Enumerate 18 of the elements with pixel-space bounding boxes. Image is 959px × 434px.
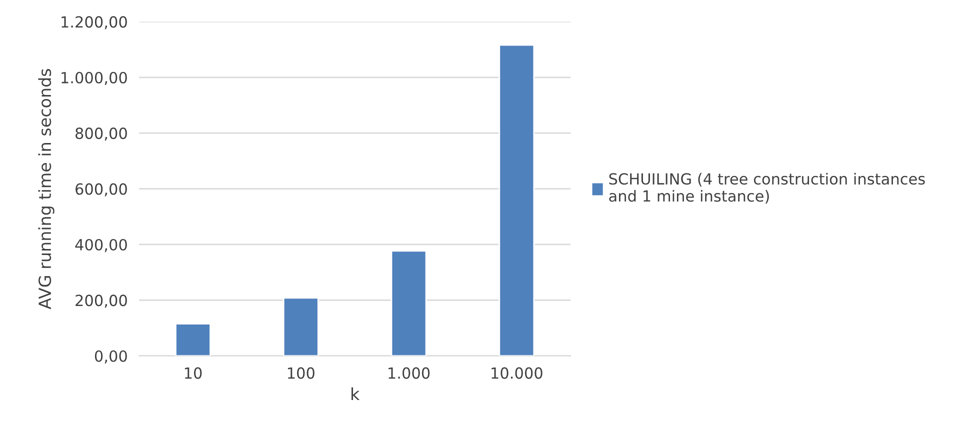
x-tick-label: 1.000 bbox=[388, 367, 430, 379]
y-tick-label: 800,00 bbox=[76, 128, 127, 141]
x-tick-label: 10.000 bbox=[492, 367, 542, 379]
x-tick-label: 10 bbox=[184, 367, 202, 379]
y-tick-label: 400,00 bbox=[75, 238, 127, 252]
x-tick-label: 100 bbox=[288, 367, 314, 379]
legend-label: SCHUILING (4 tree construction instances and 1 mine instance) bbox=[609, 172, 925, 204]
x-axis-title: k bbox=[352, 387, 360, 400]
y-tick-label: 200,00 bbox=[76, 294, 127, 308]
y-tick-label: 1.200,00 bbox=[62, 16, 127, 30]
y-tick-label: 600,00 bbox=[76, 183, 127, 196]
y-tick-label: 1.000,00 bbox=[62, 72, 127, 85]
y-tick-label: 0,00 bbox=[94, 350, 127, 364]
bar bbox=[175, 323, 211, 356]
y-axis-title: AVG running time in seconds bbox=[38, 69, 54, 310]
bar bbox=[498, 44, 535, 356]
bar bbox=[390, 250, 427, 356]
bar bbox=[282, 297, 319, 356]
